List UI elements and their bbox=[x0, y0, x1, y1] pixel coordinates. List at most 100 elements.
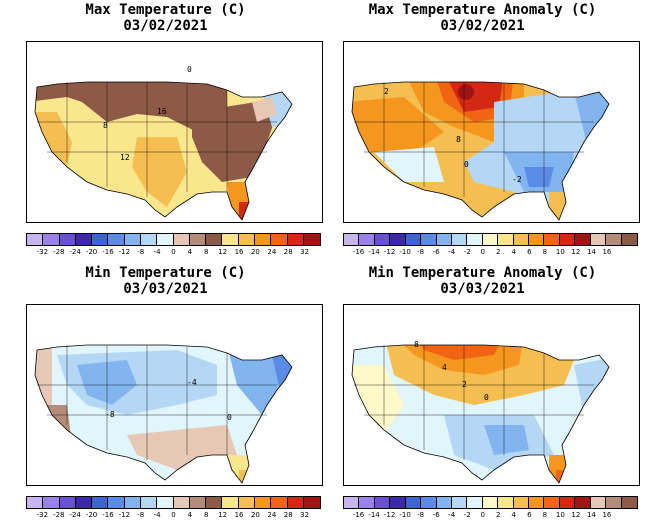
colorbar-swatch bbox=[498, 497, 514, 508]
colorbar-swatch bbox=[482, 234, 499, 245]
colorbar-swatch bbox=[451, 497, 468, 508]
colorbar bbox=[343, 233, 638, 246]
colorbar-tick-label: -6 bbox=[432, 511, 440, 519]
colorbar-swatch bbox=[498, 234, 514, 245]
colorbar-tick-label: 8 bbox=[204, 248, 209, 256]
colorbar-swatch bbox=[390, 497, 406, 508]
colorbar-tick-label: -24 bbox=[69, 248, 81, 256]
contour-label: 2 bbox=[462, 380, 467, 389]
map-min-temperature: -8 0 -4 bbox=[26, 304, 323, 486]
colorbar-swatch bbox=[222, 234, 239, 245]
colorbar-swatch bbox=[27, 234, 44, 245]
contour-label: -8 bbox=[105, 410, 115, 419]
colorbar-swatch bbox=[359, 234, 375, 245]
colorbar-swatch bbox=[544, 497, 560, 508]
colorbar-swatch bbox=[238, 497, 255, 508]
colorbar bbox=[26, 496, 321, 509]
colorbar-tick-label: 0 bbox=[171, 248, 176, 256]
colorbar-tick-label: -12 bbox=[118, 511, 131, 519]
colorbar-tick-label: 4 bbox=[511, 248, 517, 256]
colorbar-swatch bbox=[157, 234, 174, 245]
colorbar-swatch bbox=[436, 234, 452, 245]
colorbar-tick-label: 4 bbox=[187, 511, 193, 519]
colorbar-swatch bbox=[590, 234, 607, 245]
colorbar-swatch bbox=[606, 234, 622, 245]
colorbar-swatch bbox=[27, 497, 44, 508]
colorbar-swatch bbox=[287, 497, 304, 508]
colorbar-tick-label: 8 bbox=[542, 248, 548, 256]
colorbar bbox=[343, 496, 638, 509]
map-max-temperature-anomaly: 2 0 8 -2 bbox=[343, 41, 640, 223]
colorbar-tick-label: 24 bbox=[267, 248, 277, 256]
colorbar-swatch bbox=[157, 497, 174, 508]
panel-date: 03/02/2021 bbox=[123, 18, 208, 34]
colorbar-swatch bbox=[173, 234, 190, 245]
colorbar-tick-label: 16 bbox=[602, 511, 612, 519]
colorbar-tick-label: 8 bbox=[204, 511, 209, 519]
colorbar-tick-label: -10 bbox=[399, 248, 411, 256]
contour-label: -4 bbox=[187, 378, 197, 387]
colorbar-tick-label: -6 bbox=[432, 248, 440, 256]
colorbar-tick-label: 10 bbox=[555, 248, 565, 256]
map-max-temperature: 0 8 16 12 bbox=[26, 41, 323, 223]
colorbar-swatch bbox=[559, 497, 576, 508]
colorbar-tick-label: 8 bbox=[542, 511, 548, 519]
colorbar-tick-label: 6 bbox=[527, 511, 532, 519]
colorbar-swatch bbox=[189, 234, 207, 245]
colorbar-swatch bbox=[374, 497, 391, 508]
contour-label: 0 bbox=[227, 413, 232, 422]
colorbar-swatch bbox=[206, 234, 223, 245]
colorbar-swatch bbox=[222, 497, 239, 508]
colorbar-swatch bbox=[75, 497, 93, 508]
colorbar-swatch bbox=[59, 497, 76, 508]
colorbar-tick-label: -16 bbox=[352, 511, 365, 519]
colorbar-tick-label: -20 bbox=[85, 248, 98, 256]
colorbar-tick-label: -8 bbox=[417, 511, 425, 519]
panel-max-temperature-anomaly: Max Temperature Anomaly (C) 03/02/2021 2 bbox=[317, 0, 648, 263]
colorbar-swatch bbox=[140, 497, 158, 508]
colorbar-swatch bbox=[287, 234, 304, 245]
colorbar-tick-label: 28 bbox=[283, 248, 293, 256]
colorbar-tick-label: 20 bbox=[250, 511, 260, 519]
panel-title: Min Temperature (C) bbox=[85, 265, 246, 281]
colorbar-swatch bbox=[359, 497, 375, 508]
colorbar-ticks: -16 -14 -12 -10 -8 -6 -4 -2 0 2 4 6 8 10 12 14 16 bbox=[343, 511, 638, 521]
contour-label: 0 bbox=[484, 393, 489, 402]
colorbar-tick-label: -12 bbox=[383, 248, 396, 256]
colorbar-swatch bbox=[606, 497, 622, 508]
colorbar-tick-label: -14 bbox=[368, 511, 380, 519]
colorbar-swatch bbox=[124, 497, 141, 508]
colorbar-tick-label: -8 bbox=[417, 248, 425, 256]
colorbar bbox=[26, 233, 321, 246]
contour-label: 0 bbox=[464, 160, 469, 169]
colorbar-tick-label: -16 bbox=[352, 248, 365, 256]
panel-date: 03/03/2021 bbox=[123, 281, 208, 297]
colorbar-ticks: -16 -14 -12 -10 -8 -6 -4 -2 0 2 4 6 8 10 12 14 16 bbox=[343, 248, 638, 258]
colorbar-swatch bbox=[467, 497, 483, 508]
colorbar-tick-label: -2 bbox=[463, 511, 471, 519]
colorbar-tick-label: 12 bbox=[218, 511, 228, 519]
colorbar-tick-label: -24 bbox=[69, 511, 81, 519]
colorbar-swatch bbox=[513, 234, 530, 245]
panel-title: Max Temperature (C) bbox=[85, 2, 246, 18]
colorbar-tick-label: -32 bbox=[36, 248, 49, 256]
colorbar-swatch bbox=[529, 234, 545, 245]
colorbar-tick-label: 16 bbox=[234, 511, 244, 519]
colorbar-swatch bbox=[254, 497, 272, 508]
contour-label: 16 bbox=[157, 107, 167, 116]
colorbar-swatch bbox=[544, 234, 560, 245]
contour-label: 8 bbox=[414, 340, 419, 349]
colorbar-swatch bbox=[108, 234, 125, 245]
colorbar-tick-label: -4 bbox=[448, 511, 456, 519]
colorbar-swatch bbox=[303, 234, 321, 245]
colorbar-ticks: -32 -28 -24 -20 -16 -12 -8 -4 0 4 8 12 16 20 24 28 32 bbox=[26, 248, 321, 258]
colorbar-swatch bbox=[482, 497, 499, 508]
colorbar-swatch bbox=[92, 234, 109, 245]
colorbar-tick-label: -14 bbox=[368, 248, 380, 256]
colorbar-swatch bbox=[621, 234, 638, 245]
colorbar-swatch bbox=[575, 497, 591, 508]
colorbar-swatch bbox=[421, 497, 437, 508]
contour-label: -2 bbox=[512, 175, 522, 184]
colorbar-swatch bbox=[451, 234, 468, 245]
colorbar-swatch bbox=[621, 497, 638, 508]
